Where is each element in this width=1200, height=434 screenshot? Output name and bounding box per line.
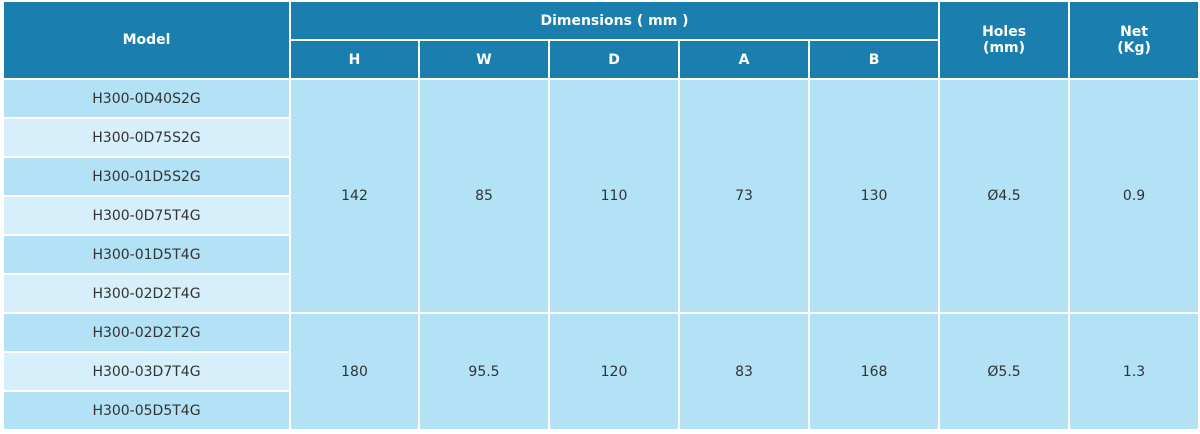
net-cell: 1.3 — [1070, 314, 1199, 429]
dimension-cell: 120 — [550, 314, 678, 429]
column-header: D — [550, 41, 678, 78]
holes-cell: Ø5.5 — [940, 314, 1069, 429]
table-row: H300-01D5S2G — [4, 158, 1198, 195]
header-line: (Kg) — [1117, 40, 1151, 56]
dimension-cell: 180 — [291, 314, 418, 429]
column-header: W — [420, 41, 548, 78]
table-row: H300-02D2T4G — [4, 275, 1198, 312]
model-cell: H300-02D2T2G — [4, 314, 289, 351]
dimension-cell: 95.5 — [420, 314, 548, 429]
dimension-cell: 85 — [420, 80, 548, 312]
model-cell: H300-0D75T4G — [4, 197, 289, 234]
column-header: B — [810, 41, 939, 78]
model-cell: H300-0D40S2G — [4, 80, 289, 117]
model-cell: H300-02D2T4G — [4, 275, 289, 312]
header-line: Holes — [982, 24, 1027, 40]
column-header: A — [680, 41, 808, 78]
model-cell: H300-01D5T4G — [4, 236, 289, 273]
column-header: H — [291, 41, 418, 78]
model-cell: H300-05D5T4G — [4, 392, 289, 429]
table-row: H300-0D75S2G — [4, 119, 1198, 156]
model-header: Model — [4, 2, 289, 78]
table-row: H300-05D5T4G — [4, 392, 1198, 429]
model-cell: H300-0D75S2G — [4, 119, 289, 156]
dimension-cell: 110 — [550, 80, 678, 312]
net-cell: 0.9 — [1070, 80, 1199, 312]
table-row: H300-02D2T2G 180 95.5 120 83 168 Ø5.5 1.3 — [4, 314, 1199, 429]
header-line: Net — [1120, 24, 1148, 40]
model-cell: H300-01D5S2G — [4, 158, 289, 195]
dimension-cell: 142 — [291, 80, 418, 312]
dimension-cell: 130 — [810, 80, 939, 312]
dimension-cell: 83 — [680, 314, 808, 429]
dimensions-header: Dimensions ( mm ) — [291, 2, 939, 39]
dimension-cell: 73 — [680, 80, 808, 312]
holes-header: Holes (mm) — [940, 2, 1069, 78]
table-header: Model Dimensions ( mm ) Holes (mm) Net (Kg… — [4, 2, 1199, 78]
net-header: Net (Kg) — [1070, 2, 1199, 78]
model-cell: H300-03D7T4G — [4, 353, 289, 390]
table-row: H300-0D75T4G — [4, 197, 1198, 234]
table-row: H300-01D5T4G — [4, 236, 1198, 273]
header-line: (mm) — [983, 40, 1026, 56]
holes-cell: Ø4.5 — [940, 80, 1069, 312]
table-row: H300-03D7T4G — [4, 353, 1198, 390]
table-row: H300-0D40S2G 142 85 110 73 130 Ø4.5 0.9 — [4, 80, 1199, 312]
table-body: H300-0D40S2G 142 85 110 73 130 Ø4.5 0.9 H300-0D7… — [4, 80, 1199, 429]
dimension-cell: 168 — [810, 314, 939, 429]
